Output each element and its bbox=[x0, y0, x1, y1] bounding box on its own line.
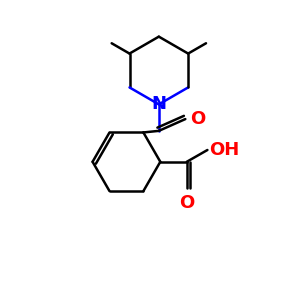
Text: O: O bbox=[190, 110, 205, 128]
Text: O: O bbox=[179, 194, 194, 212]
Text: OH: OH bbox=[209, 141, 239, 159]
Text: N: N bbox=[151, 95, 166, 113]
